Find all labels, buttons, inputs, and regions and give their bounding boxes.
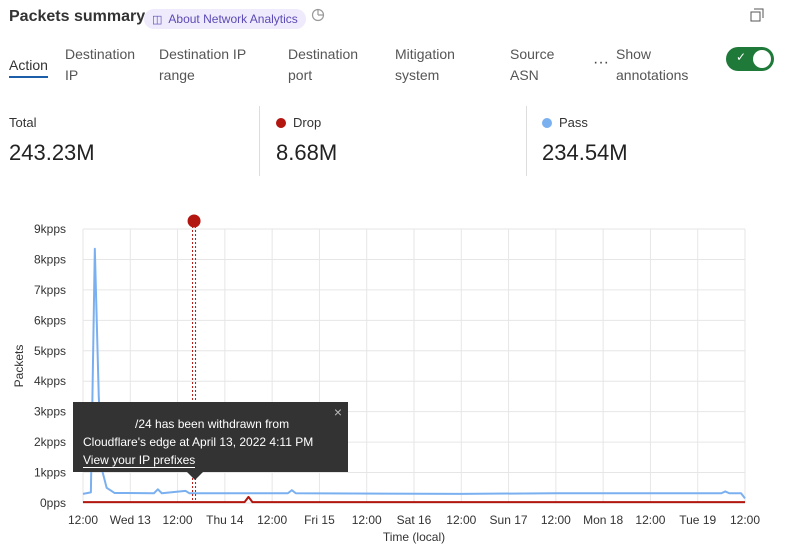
x-tick-label: Fri 15	[304, 513, 335, 527]
pass-dot-icon	[542, 117, 552, 128]
clock-icon[interactable]	[311, 8, 325, 22]
y-tick-label: 1kpps	[34, 466, 66, 480]
view-ip-prefixes-link[interactable]: View your IP prefixes	[83, 453, 196, 468]
tab-source-asn[interactable]: Source ASN	[510, 46, 555, 83]
page-title: Packets summary	[9, 8, 146, 25]
toggle-knob	[753, 50, 771, 68]
x-tick-label: 12:00	[163, 513, 193, 527]
tooltip-line2: Cloudflare's edge at April 13, 2022 4:11…	[83, 435, 314, 449]
y-axis-label: Packets	[12, 345, 26, 388]
stat-total-value: 243.23M	[9, 140, 95, 165]
x-tick-label: Thu 14	[206, 513, 244, 527]
book-icon: ◫	[152, 13, 163, 26]
x-tick-label: Mon 18	[583, 513, 623, 527]
close-icon[interactable]: ×	[333, 404, 342, 420]
x-tick-label: 12:00	[352, 513, 382, 527]
tab-destination-ip-range[interactable]: Destination IP range	[159, 46, 247, 83]
annotation-marker	[187, 214, 201, 228]
drop-dot-icon	[276, 117, 286, 128]
divider	[526, 106, 527, 176]
tab-destination-ip[interactable]: Destination IP	[65, 46, 136, 83]
divider	[259, 106, 260, 176]
check-icon: ✓	[736, 50, 747, 64]
stat-pass-label: Pass	[542, 115, 588, 130]
stat-pass-value: 234.54M	[542, 140, 628, 165]
x-tick-label: 12:00	[635, 513, 665, 527]
x-tick-label: Wed 13	[110, 513, 151, 527]
x-tick-label: 12:00	[68, 513, 98, 527]
y-tick-label: 5kpps	[34, 344, 66, 358]
packets-chart: 0pps 1kpps 2kpps 3kpps 4kpps 5kpps 6kpps 7kpps 8…	[12, 214, 760, 544]
x-tick-label: Tue 19	[679, 513, 716, 527]
y-tick-label: 7kpps	[34, 283, 66, 297]
x-axis-label: Time (local)	[383, 530, 445, 544]
stat-drop-label: Drop	[276, 115, 321, 130]
x-tick-label: 12:00	[446, 513, 476, 527]
series-line-drop	[83, 495, 745, 504]
x-tick-label: Sat 16	[397, 513, 432, 527]
tab-action[interactable]: Action	[9, 55, 48, 78]
x-tick-label: Sun 17	[490, 513, 528, 527]
y-tick-label: 0pps	[40, 496, 66, 510]
x-tick-label: 12:00	[257, 513, 287, 527]
ellipsis-icon[interactable]: ···	[593, 54, 609, 71]
tab-destination-port[interactable]: Destination port	[288, 46, 359, 83]
y-tick-label: 4kpps	[34, 374, 66, 388]
y-tick-label: 9kpps	[34, 222, 66, 236]
stat-drop-value: 8.68M	[276, 140, 338, 165]
x-tick-label: 12:00	[541, 513, 571, 527]
stat-total-label: Total	[9, 115, 37, 130]
y-tick-label: 3kpps	[34, 405, 66, 419]
x-tick-label: 12:00	[730, 513, 760, 527]
tab-mitigation-system[interactable]: Mitigation system	[395, 46, 455, 83]
show-annotations-toggle[interactable]: ✓	[726, 47, 774, 71]
y-tick-label: 2kpps	[34, 435, 66, 449]
y-tick-label: 8kpps	[34, 252, 66, 266]
tooltip-line1: /24 has been withdrawn from	[135, 417, 290, 431]
about-network-analytics-link[interactable]: ◫ About Network Analytics	[144, 9, 306, 29]
expand-window-icon[interactable]	[750, 8, 764, 22]
y-tick-label: 6kpps	[34, 313, 66, 327]
about-label: About Network Analytics	[168, 12, 298, 26]
show-annotations-label: Show annotations	[616, 46, 689, 83]
tooltip-arrow	[187, 472, 203, 480]
annotation-tooltip: /24 has been withdrawn from Cloudflare's…	[73, 402, 348, 480]
